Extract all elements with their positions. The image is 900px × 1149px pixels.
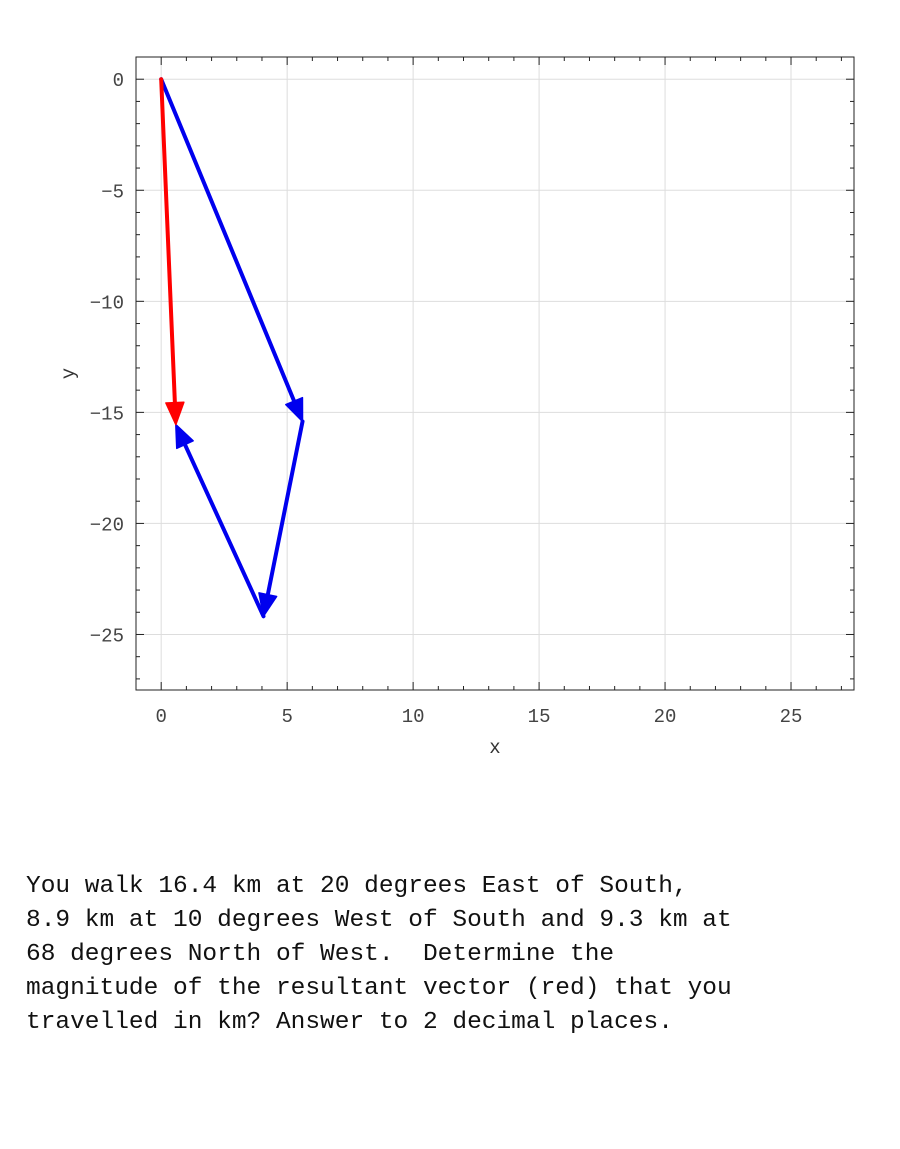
y-tick-label: −20: [90, 514, 124, 536]
y-axis-label: y: [58, 368, 80, 379]
x-tick-label: 20: [654, 706, 677, 728]
question-line: You walk 16.4 km at 20 degrees East of S…: [26, 873, 688, 900]
question-text: You walk 16.4 km at 20 degrees East of S…: [26, 870, 886, 1040]
grid-lines: [136, 57, 854, 690]
x-tick-label: 25: [780, 706, 803, 728]
vectors: [159, 77, 305, 619]
vector-plot: 0 5 10 15 20 25 0 −5 −10 −15 −20 −25 x y: [58, 56, 855, 759]
x-tick-label: 0: [155, 706, 166, 728]
y-tick-label: −5: [101, 181, 124, 203]
plot-frame: [135, 56, 855, 691]
x-tick-label: 15: [528, 706, 551, 728]
vector-arrowhead: [285, 396, 304, 423]
component-vector: [159, 77, 304, 423]
vector-shaft: [265, 419, 305, 601]
y-tick-labels: 0 −5 −10 −15 −20 −25: [90, 70, 124, 647]
vector-arrowhead: [175, 423, 194, 450]
question-line: 8.9 km at 10 degrees West of South and 9…: [26, 907, 732, 934]
question-line: magnitude of the resultant vector (red) …: [26, 975, 732, 1002]
resultant-vector: [159, 77, 185, 426]
x-tick-labels: 0 5 10 15 20 25: [155, 706, 802, 728]
vector-shaft: [159, 77, 298, 407]
vector-shaft: [159, 77, 178, 409]
y-tick-label: −25: [90, 625, 124, 647]
y-tick-label: −10: [90, 292, 124, 314]
component-vector: [175, 423, 266, 619]
question-line: 68 degrees North of West. Determine the: [26, 941, 615, 968]
x-axis-label: x: [489, 737, 500, 759]
vector-shaft: [181, 438, 266, 619]
y-tick-label: 0: [113, 70, 124, 92]
vector-arrowhead: [165, 401, 185, 426]
minor-ticks: [135, 56, 854, 690]
question-line: travelled in km? Answer to 2 decimal pla…: [26, 1009, 673, 1036]
x-tick-label: 10: [402, 706, 425, 728]
x-tick-label: 5: [281, 706, 292, 728]
vector-arrowhead: [258, 592, 278, 618]
y-tick-label: −15: [90, 403, 124, 425]
component-vector: [258, 419, 305, 618]
major-ticks: [136, 57, 854, 690]
